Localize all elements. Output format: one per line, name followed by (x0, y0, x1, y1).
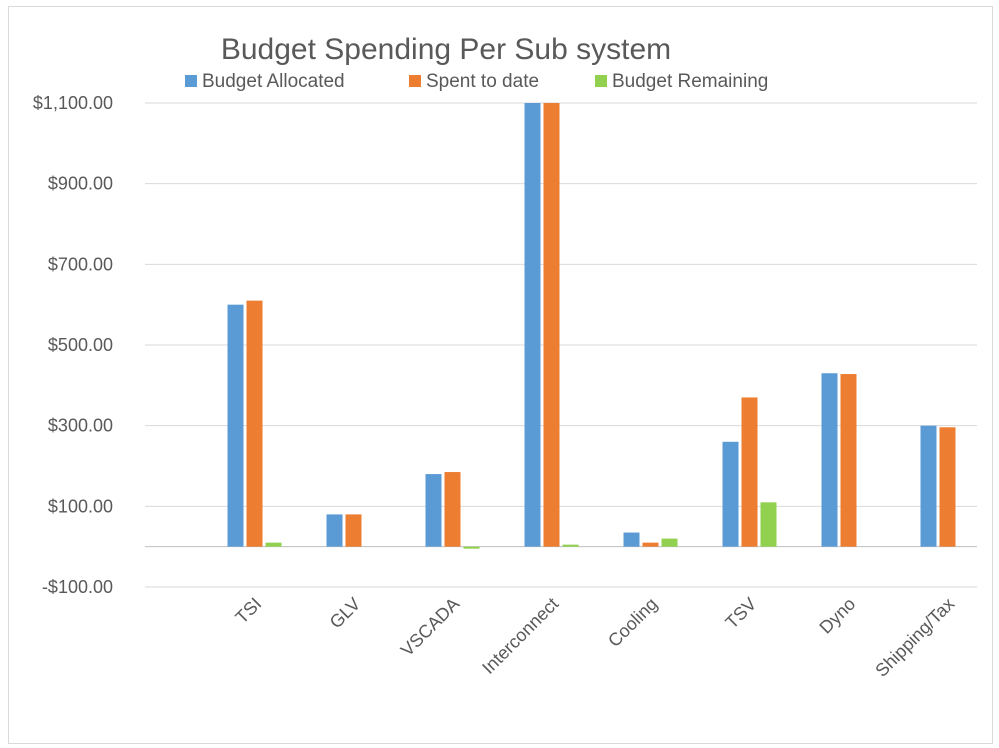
category-label: Dyno (815, 594, 859, 638)
bar (227, 304, 244, 547)
bar (543, 103, 560, 547)
y-axis-ticks: -$100.00 $100.00 $300.00 $500.00 $700.00 $900… (33, 93, 113, 597)
legend-label: Spent to date (426, 71, 539, 92)
category-label: GLV (326, 594, 365, 633)
bar (444, 472, 461, 547)
y-tick-label: $500.00 (48, 335, 113, 355)
bar (524, 103, 541, 547)
bar (661, 538, 678, 547)
bar (642, 542, 659, 547)
category-label: Interconnect (478, 594, 562, 678)
legend-label: Budget Remaining (612, 71, 768, 92)
gridlines (145, 102, 977, 588)
bar (623, 532, 640, 547)
bar (920, 425, 937, 547)
y-tick-label: $700.00 (48, 254, 113, 274)
legend: Budget Allocated Spent to date Budget Rema… (185, 71, 768, 92)
y-tick-label: $900.00 (48, 174, 113, 194)
y-tick-label: $100.00 (48, 496, 113, 516)
y-tick-label: -$100.00 (42, 577, 113, 597)
x-axis-categories: TSI GLV VSCADA Interconnect Cooling TSV Dyno Sh… (231, 594, 958, 681)
legend-swatch (595, 75, 607, 87)
category-label: TSI (231, 594, 265, 628)
bars (227, 103, 975, 549)
bar (326, 514, 343, 547)
category-label: Shipping/Tax (871, 594, 958, 681)
chart-title: Budget Spending Per Sub system (221, 33, 671, 66)
bar (246, 300, 263, 547)
y-tick-label: $1,100.00 (33, 93, 113, 113)
bar (741, 397, 758, 547)
bar (265, 542, 282, 547)
bar (760, 502, 777, 547)
bar (425, 474, 442, 547)
bar (463, 546, 480, 549)
legend-swatch (409, 75, 421, 87)
category-label: Cooling (604, 594, 661, 651)
bar (722, 441, 739, 547)
bar (840, 374, 857, 547)
bar (939, 427, 956, 547)
category-label: TSV (721, 594, 760, 633)
chart-frame: -$100.00 $100.00 $300.00 $500.00 $700.00 $900… (8, 6, 993, 744)
bar (821, 373, 838, 547)
bar (345, 514, 362, 547)
category-label: VSCADA (397, 594, 463, 660)
bar (562, 544, 579, 547)
legend-label: Budget Allocated (202, 71, 345, 92)
bar-chart: -$100.00 $100.00 $300.00 $500.00 $700.00 $900… (33, 33, 977, 681)
legend-swatch (185, 75, 197, 87)
y-tick-label: $300.00 (48, 416, 113, 436)
